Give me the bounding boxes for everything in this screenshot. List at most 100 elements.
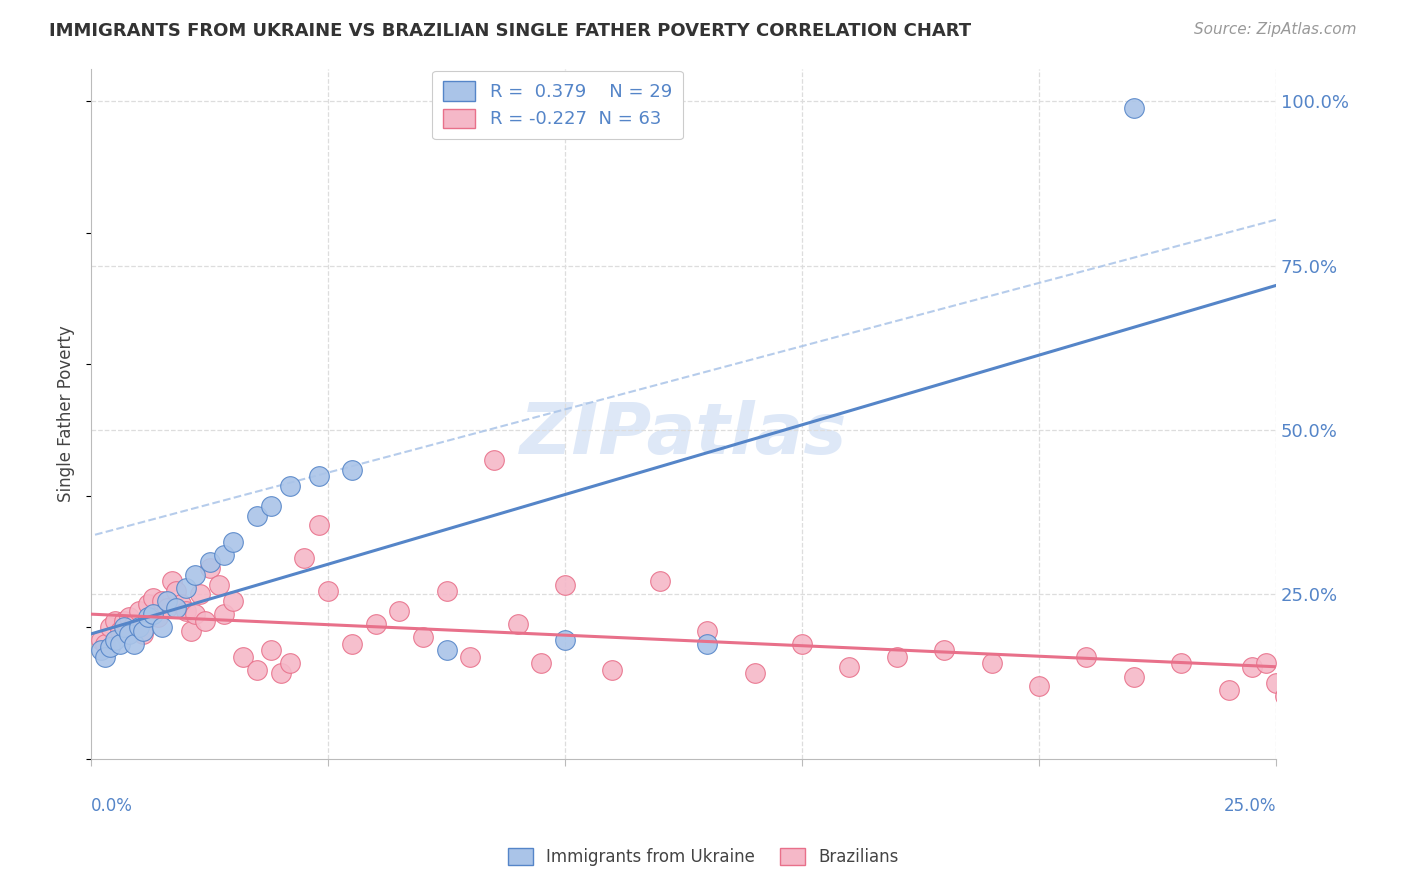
Y-axis label: Single Father Poverty: Single Father Poverty	[58, 326, 75, 502]
Point	[212, 607, 235, 622]
Point	[554, 633, 576, 648]
Point	[104, 614, 127, 628]
Point	[696, 637, 718, 651]
Point	[212, 548, 235, 562]
Point	[308, 518, 330, 533]
Point	[980, 657, 1002, 671]
Point	[790, 637, 813, 651]
Point	[118, 610, 141, 624]
Point	[506, 617, 529, 632]
Point	[340, 637, 363, 651]
Point	[246, 508, 269, 523]
Point	[90, 633, 112, 648]
Point	[1170, 657, 1192, 671]
Point	[308, 469, 330, 483]
Point	[122, 637, 145, 651]
Point	[90, 643, 112, 657]
Point	[128, 620, 150, 634]
Point	[184, 607, 207, 622]
Point	[412, 630, 434, 644]
Point	[142, 591, 165, 605]
Point	[98, 640, 121, 654]
Point	[1218, 682, 1240, 697]
Point	[136, 610, 159, 624]
Point	[1265, 676, 1288, 690]
Point	[530, 657, 553, 671]
Legend: R =  0.379    N = 29, R = -0.227  N = 63: R = 0.379 N = 29, R = -0.227 N = 63	[432, 70, 683, 139]
Point	[180, 624, 202, 638]
Point	[150, 620, 173, 634]
Point	[108, 637, 131, 651]
Point	[1028, 680, 1050, 694]
Point	[316, 584, 339, 599]
Point	[166, 584, 188, 599]
Point	[118, 627, 141, 641]
Point	[482, 452, 505, 467]
Point	[232, 649, 254, 664]
Point	[170, 597, 193, 611]
Text: IMMIGRANTS FROM UKRAINE VS BRAZILIAN SINGLE FATHER POVERTY CORRELATION CHART: IMMIGRANTS FROM UKRAINE VS BRAZILIAN SIN…	[49, 22, 972, 40]
Point	[602, 663, 624, 677]
Text: Source: ZipAtlas.com: Source: ZipAtlas.com	[1194, 22, 1357, 37]
Point	[112, 620, 135, 634]
Point	[270, 666, 292, 681]
Point	[198, 561, 221, 575]
Point	[156, 600, 179, 615]
Text: 25.0%: 25.0%	[1223, 797, 1277, 814]
Point	[1241, 659, 1264, 673]
Point	[278, 657, 301, 671]
Point	[222, 594, 245, 608]
Point	[112, 614, 135, 628]
Point	[166, 600, 188, 615]
Point	[648, 574, 671, 589]
Point	[554, 577, 576, 591]
Point	[744, 666, 766, 681]
Point	[156, 594, 179, 608]
Point	[436, 643, 458, 657]
Point	[208, 577, 231, 591]
Point	[122, 617, 145, 632]
Point	[188, 587, 211, 601]
Point	[838, 659, 860, 673]
Point	[1256, 657, 1278, 671]
Point	[278, 479, 301, 493]
Point	[94, 637, 117, 651]
Point	[260, 643, 283, 657]
Point	[934, 643, 956, 657]
Point	[174, 581, 197, 595]
Point	[388, 604, 411, 618]
Point	[98, 620, 121, 634]
Point	[132, 624, 155, 638]
Point	[696, 624, 718, 638]
Point	[436, 584, 458, 599]
Legend: Immigrants from Ukraine, Brazilians: Immigrants from Ukraine, Brazilians	[501, 841, 905, 873]
Point	[104, 633, 127, 648]
Point	[136, 597, 159, 611]
Point	[886, 649, 908, 664]
Point	[128, 604, 150, 618]
Point	[174, 604, 197, 618]
Point	[458, 649, 481, 664]
Point	[260, 499, 283, 513]
Point	[340, 462, 363, 476]
Point	[194, 614, 217, 628]
Point	[150, 594, 173, 608]
Point	[132, 627, 155, 641]
Point	[146, 610, 169, 624]
Point	[1274, 690, 1296, 704]
Point	[184, 567, 207, 582]
Text: ZIPatlas: ZIPatlas	[520, 400, 848, 469]
Point	[1122, 670, 1144, 684]
Point	[364, 617, 387, 632]
Point	[1076, 649, 1098, 664]
Point	[142, 607, 165, 622]
Point	[94, 649, 117, 664]
Point	[222, 534, 245, 549]
Point	[160, 574, 183, 589]
Point	[246, 663, 269, 677]
Text: 0.0%: 0.0%	[91, 797, 134, 814]
Point	[108, 624, 131, 638]
Point	[294, 551, 316, 566]
Point	[1122, 101, 1144, 115]
Point	[198, 555, 221, 569]
